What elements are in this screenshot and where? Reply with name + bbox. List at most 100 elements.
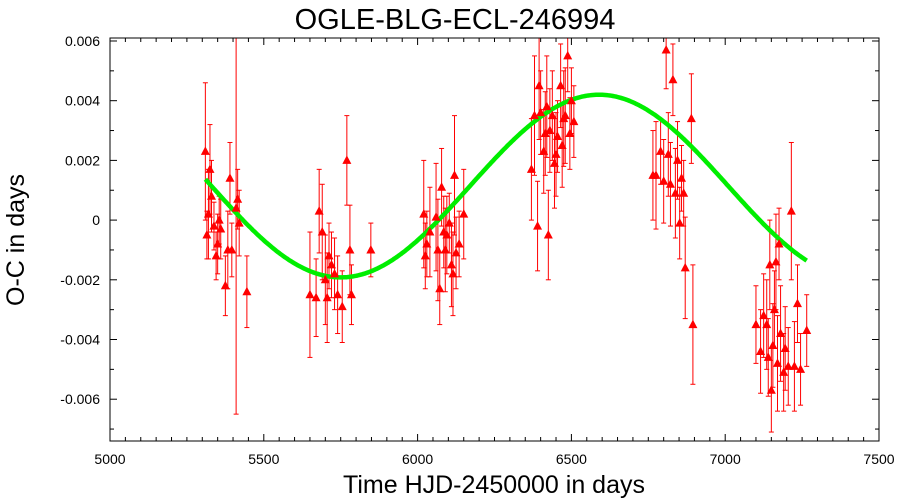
x-tick-label: 5000 (94, 451, 125, 467)
data-point (796, 364, 806, 373)
data-point (771, 256, 781, 266)
data-point (450, 170, 460, 179)
data-point (566, 95, 576, 105)
data-point (533, 221, 543, 230)
data-point (789, 361, 799, 370)
data-point (553, 131, 563, 141)
y-tick-label: -0.006 (60, 391, 100, 407)
data-point (529, 110, 539, 120)
data-point (762, 319, 772, 329)
data-point (444, 218, 454, 227)
data-point (549, 158, 559, 167)
data-point (216, 224, 226, 233)
x-axis-label: Time HJD-2450000 in days (343, 471, 645, 499)
data-point (317, 227, 327, 236)
data-point (556, 80, 566, 90)
y-tick-label: -0.002 (60, 272, 100, 288)
data-point (202, 230, 212, 239)
data-point (772, 358, 782, 367)
data-point (433, 244, 443, 254)
data-point (211, 250, 221, 260)
x-tick-label: 6500 (556, 451, 587, 467)
data-point (751, 319, 761, 329)
data-point (779, 367, 789, 376)
data-point (665, 179, 675, 188)
data-point (207, 191, 217, 200)
data-point (446, 259, 456, 269)
data-point (454, 238, 464, 248)
data-point (322, 292, 332, 302)
data-point (337, 301, 347, 311)
fit-curve (203, 92, 808, 280)
data-point (242, 286, 252, 296)
x-tick-label: 5500 (248, 451, 279, 467)
x-tick-label: 7000 (710, 451, 741, 467)
data-point (679, 188, 689, 197)
data-point (543, 230, 553, 239)
data-point (563, 50, 573, 60)
data-point (440, 244, 450, 254)
data-point (680, 262, 690, 272)
data-point (425, 227, 435, 236)
data-point (792, 298, 802, 308)
data-point (203, 209, 213, 218)
y-tick-label: 0.004 (65, 93, 100, 109)
chart-title: OGLE-BLG-ECL-246994 (295, 4, 616, 36)
data-point (442, 230, 452, 239)
data-points (200, 44, 812, 394)
data-point (774, 238, 784, 248)
data-point (220, 280, 230, 290)
data-point (435, 283, 445, 293)
data-point (539, 146, 549, 155)
data-point (526, 164, 536, 173)
data-point (661, 44, 671, 54)
data-point (675, 218, 685, 227)
data-point (768, 340, 778, 349)
data-point (547, 110, 557, 120)
data-point (766, 385, 776, 394)
data-point (342, 155, 352, 164)
data-point (451, 247, 461, 257)
data-point (557, 140, 567, 149)
axis-ticks: 5000 5500 6000 6500 7000 7500 -0.006 -0.004 -0.0… (60, 33, 894, 467)
data-point (437, 182, 447, 191)
data-point (420, 250, 430, 260)
data-point (763, 352, 773, 361)
data-point (233, 194, 243, 203)
data-point (659, 176, 669, 185)
data-point (422, 238, 432, 248)
data-point (545, 125, 555, 135)
data-point (234, 218, 244, 227)
data-point (776, 328, 786, 338)
x-tick-label: 7500 (863, 451, 894, 467)
data-point (783, 361, 793, 370)
x-tick-label: 6000 (402, 451, 433, 467)
data-point (366, 244, 376, 254)
data-point (213, 238, 223, 248)
data-point (670, 188, 680, 197)
data-point (756, 346, 766, 355)
data-point (686, 113, 696, 123)
y-tick-label: 0.006 (65, 33, 100, 49)
data-point (305, 289, 315, 299)
data-point (765, 259, 775, 269)
y-tick-label: -0.004 (60, 332, 100, 348)
data-point (227, 244, 237, 254)
data-point (326, 259, 336, 269)
data-point (565, 128, 575, 138)
data-point (663, 149, 673, 158)
data-point (569, 116, 579, 126)
data-point (459, 209, 469, 218)
data-point (656, 146, 666, 155)
data-point (673, 155, 683, 164)
data-point (651, 170, 661, 179)
data-point (320, 274, 330, 284)
data-point (225, 173, 235, 182)
data-point (542, 101, 552, 111)
y-tick-label: 0.002 (65, 152, 100, 168)
data-point (786, 206, 796, 215)
data-point (311, 292, 321, 302)
data-point (431, 212, 441, 221)
